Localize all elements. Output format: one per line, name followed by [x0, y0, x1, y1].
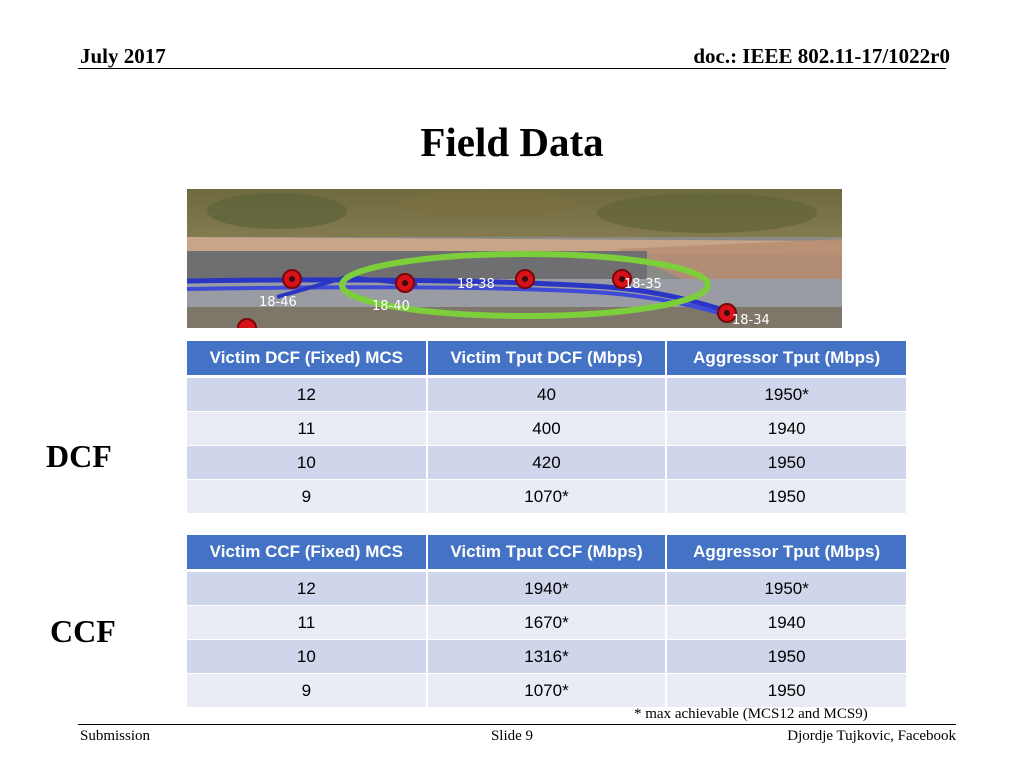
map-label: 18-34	[732, 313, 770, 328]
footer-slide-number: Slide 9	[490, 728, 534, 744]
table-cell: 40	[426, 376, 668, 412]
table-cell: 1316*	[426, 639, 668, 674]
table-cell: 12	[187, 570, 428, 606]
aerial-map-image: 18-46 18-40 18-38 18-35 18-34	[187, 189, 842, 328]
header-date: July 2017	[80, 44, 166, 68]
table-row: 10 1316* 1950	[187, 639, 906, 674]
table-cell: 1950	[666, 639, 906, 674]
table-header-cell: Victim Tput DCF (Mbps)	[426, 341, 668, 378]
table-cell: 1070*	[426, 479, 668, 514]
dcf-table: Victim DCF (Fixed) MCS Victim Tput DCF (…	[187, 341, 906, 514]
table-row: 12 40 1950*	[187, 376, 906, 412]
table-header-cell: Victim Tput CCF (Mbps)	[426, 535, 668, 572]
map-label: 18-35	[624, 277, 662, 292]
map-label: 18-40	[372, 299, 410, 314]
table-cell: 10	[187, 445, 428, 480]
table-cell: 1950	[666, 445, 906, 480]
table-cell: 1940*	[426, 570, 668, 606]
table-cell: 11	[187, 411, 428, 446]
table-cell: 420	[426, 445, 668, 480]
table-cell: 1950	[666, 479, 906, 514]
table-row: 9 1070* 1950	[187, 673, 906, 708]
table-cell: 1950	[666, 673, 906, 708]
map-label: 18-46	[259, 295, 297, 310]
ccf-table: Victim CCF (Fixed) MCS Victim Tput CCF (…	[187, 535, 906, 708]
table-cell: 9	[187, 479, 428, 514]
table-cell: 9	[187, 673, 428, 708]
header-doc-id: doc.: IEEE 802.11-17/1022r0	[693, 44, 950, 68]
table-row: 9 1070* 1950	[187, 479, 906, 514]
header-divider	[78, 68, 946, 69]
table-header-cell: Aggressor Tput (Mbps)	[666, 535, 906, 572]
slide-title: Field Data	[420, 119, 604, 165]
table-header-cell: Victim DCF (Fixed) MCS	[187, 341, 428, 378]
table-cell: 400	[426, 411, 668, 446]
footer-author: Djordje Tujkovic, Facebook	[787, 728, 956, 744]
table-cell: 10	[187, 639, 428, 674]
table-cell: 1670*	[426, 605, 668, 640]
map-label: 18-38	[457, 277, 495, 292]
table-cell: 1950*	[666, 570, 906, 606]
aerial-map-svg: 18-46 18-40 18-38 18-35 18-34	[187, 189, 842, 328]
ccf-label: CCF	[50, 613, 116, 649]
table-row: 10 420 1950	[187, 445, 906, 480]
footer-divider	[78, 724, 956, 725]
footnote: * max achievable (MCS12 and MCS9)	[634, 706, 868, 722]
footer-submission: Submission	[80, 728, 151, 744]
table-cell: 1940	[666, 411, 906, 446]
table-row: 11 1670* 1940	[187, 605, 906, 640]
table-row: 12 1940* 1950*	[187, 570, 906, 606]
table-cell: 1950*	[666, 376, 906, 412]
table-header-cell: Victim CCF (Fixed) MCS	[187, 535, 428, 572]
table-row: 11 400 1940	[187, 411, 906, 446]
table-header-cell: Aggressor Tput (Mbps)	[666, 341, 906, 378]
dcf-label: DCF	[46, 438, 112, 474]
table-cell: 1070*	[426, 673, 668, 708]
table-cell: 12	[187, 376, 428, 412]
table-cell: 1940	[666, 605, 906, 640]
table-cell: 11	[187, 605, 428, 640]
